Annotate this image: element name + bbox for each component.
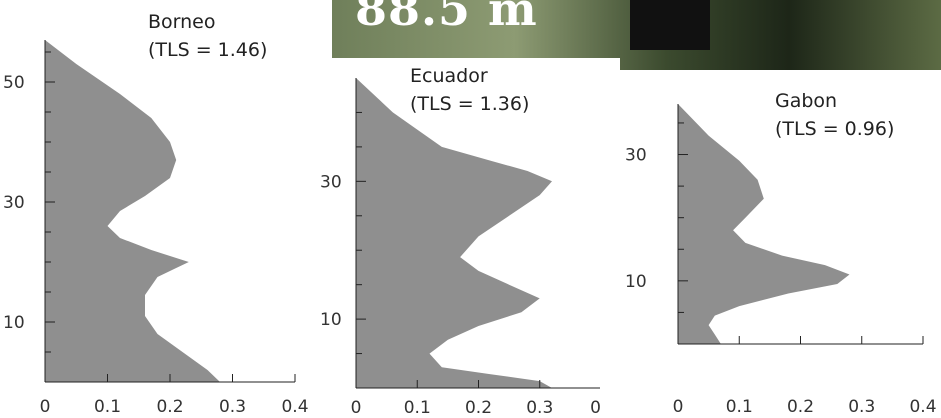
borneo-y-tick-label: 30 (3, 193, 25, 213)
gabon-x-tick-label: 0.2 (787, 397, 814, 417)
gabon-x-tick-label: 0.1 (726, 397, 753, 417)
borneo-x-tick-label: 0.3 (219, 397, 246, 417)
borneo-title: Borneo (148, 11, 216, 33)
gabon-x-tick-label: 0 (673, 397, 684, 417)
borneo-y-tick-label: 10 (3, 313, 25, 333)
borneo-x-tick-label: 0.2 (156, 397, 183, 417)
ecuador-x-tick-label: 0.1 (404, 398, 431, 418)
gabon-subtitle: (TLS = 0.96) (775, 118, 894, 140)
ecuador-y-tick-label: 30 (320, 172, 342, 192)
gabon-y-tick-label: 30 (625, 146, 647, 166)
borneo-subtitle: (TLS = 1.46) (148, 39, 267, 61)
background-headline: 88.5 m (355, 0, 538, 36)
borneo-profile-area (45, 40, 220, 382)
background-photo-dark-region (630, 0, 710, 50)
ecuador-x-tick-label: 0 (351, 398, 362, 418)
borneo-chart: 0 0.1 0.2 0.3 0.4 10 30 50 Borneo (TLS = 1.46) (3, 11, 309, 417)
gabon-x-tick-label: 0.3 (848, 397, 875, 417)
ecuador-subtitle: (TLS = 1.36) (410, 93, 529, 115)
chart-panel-borneo: 0 0.1 0.2 0.3 0.4 10 30 50 Borneo (TLS = 1.46) (0, 0, 330, 418)
chart-panel-ecuador: 00.10.20.3041030Ecuador(TLS = 1.36) (318, 58, 620, 418)
gabon-title: Gabon (775, 90, 837, 112)
ecuador-chart: 00.10.20.3041030Ecuador(TLS = 1.36) (320, 65, 612, 418)
ecuador-x-tick-label: 0.3 (526, 398, 553, 418)
gabon-y-tick-label: 10 (625, 272, 647, 292)
gabon-chart: 0 0.1 0.2 0.3 0.4 10 30 Gabon (TLS = 0.96) (625, 90, 937, 417)
ecuador-x-tick-label: 0.2 (465, 398, 492, 418)
borneo-x-tick-label: 0.4 (281, 397, 308, 417)
ecuador-y-tick-label: 10 (320, 310, 342, 330)
borneo-x-tick-label: 0.1 (94, 397, 121, 417)
ecuador-title: Ecuador (410, 65, 488, 87)
chart-panel-gabon: 0 0.1 0.2 0.3 0.4 10 30 Gabon (TLS = 0.96) (600, 72, 941, 418)
borneo-y-tick-label: 50 (3, 73, 25, 93)
ecuador-profile-area (356, 78, 552, 388)
borneo-x-tick-label: 0 (40, 397, 51, 417)
gabon-profile-area (678, 104, 850, 344)
gabon-x-tick-label: 0.4 (909, 397, 936, 417)
